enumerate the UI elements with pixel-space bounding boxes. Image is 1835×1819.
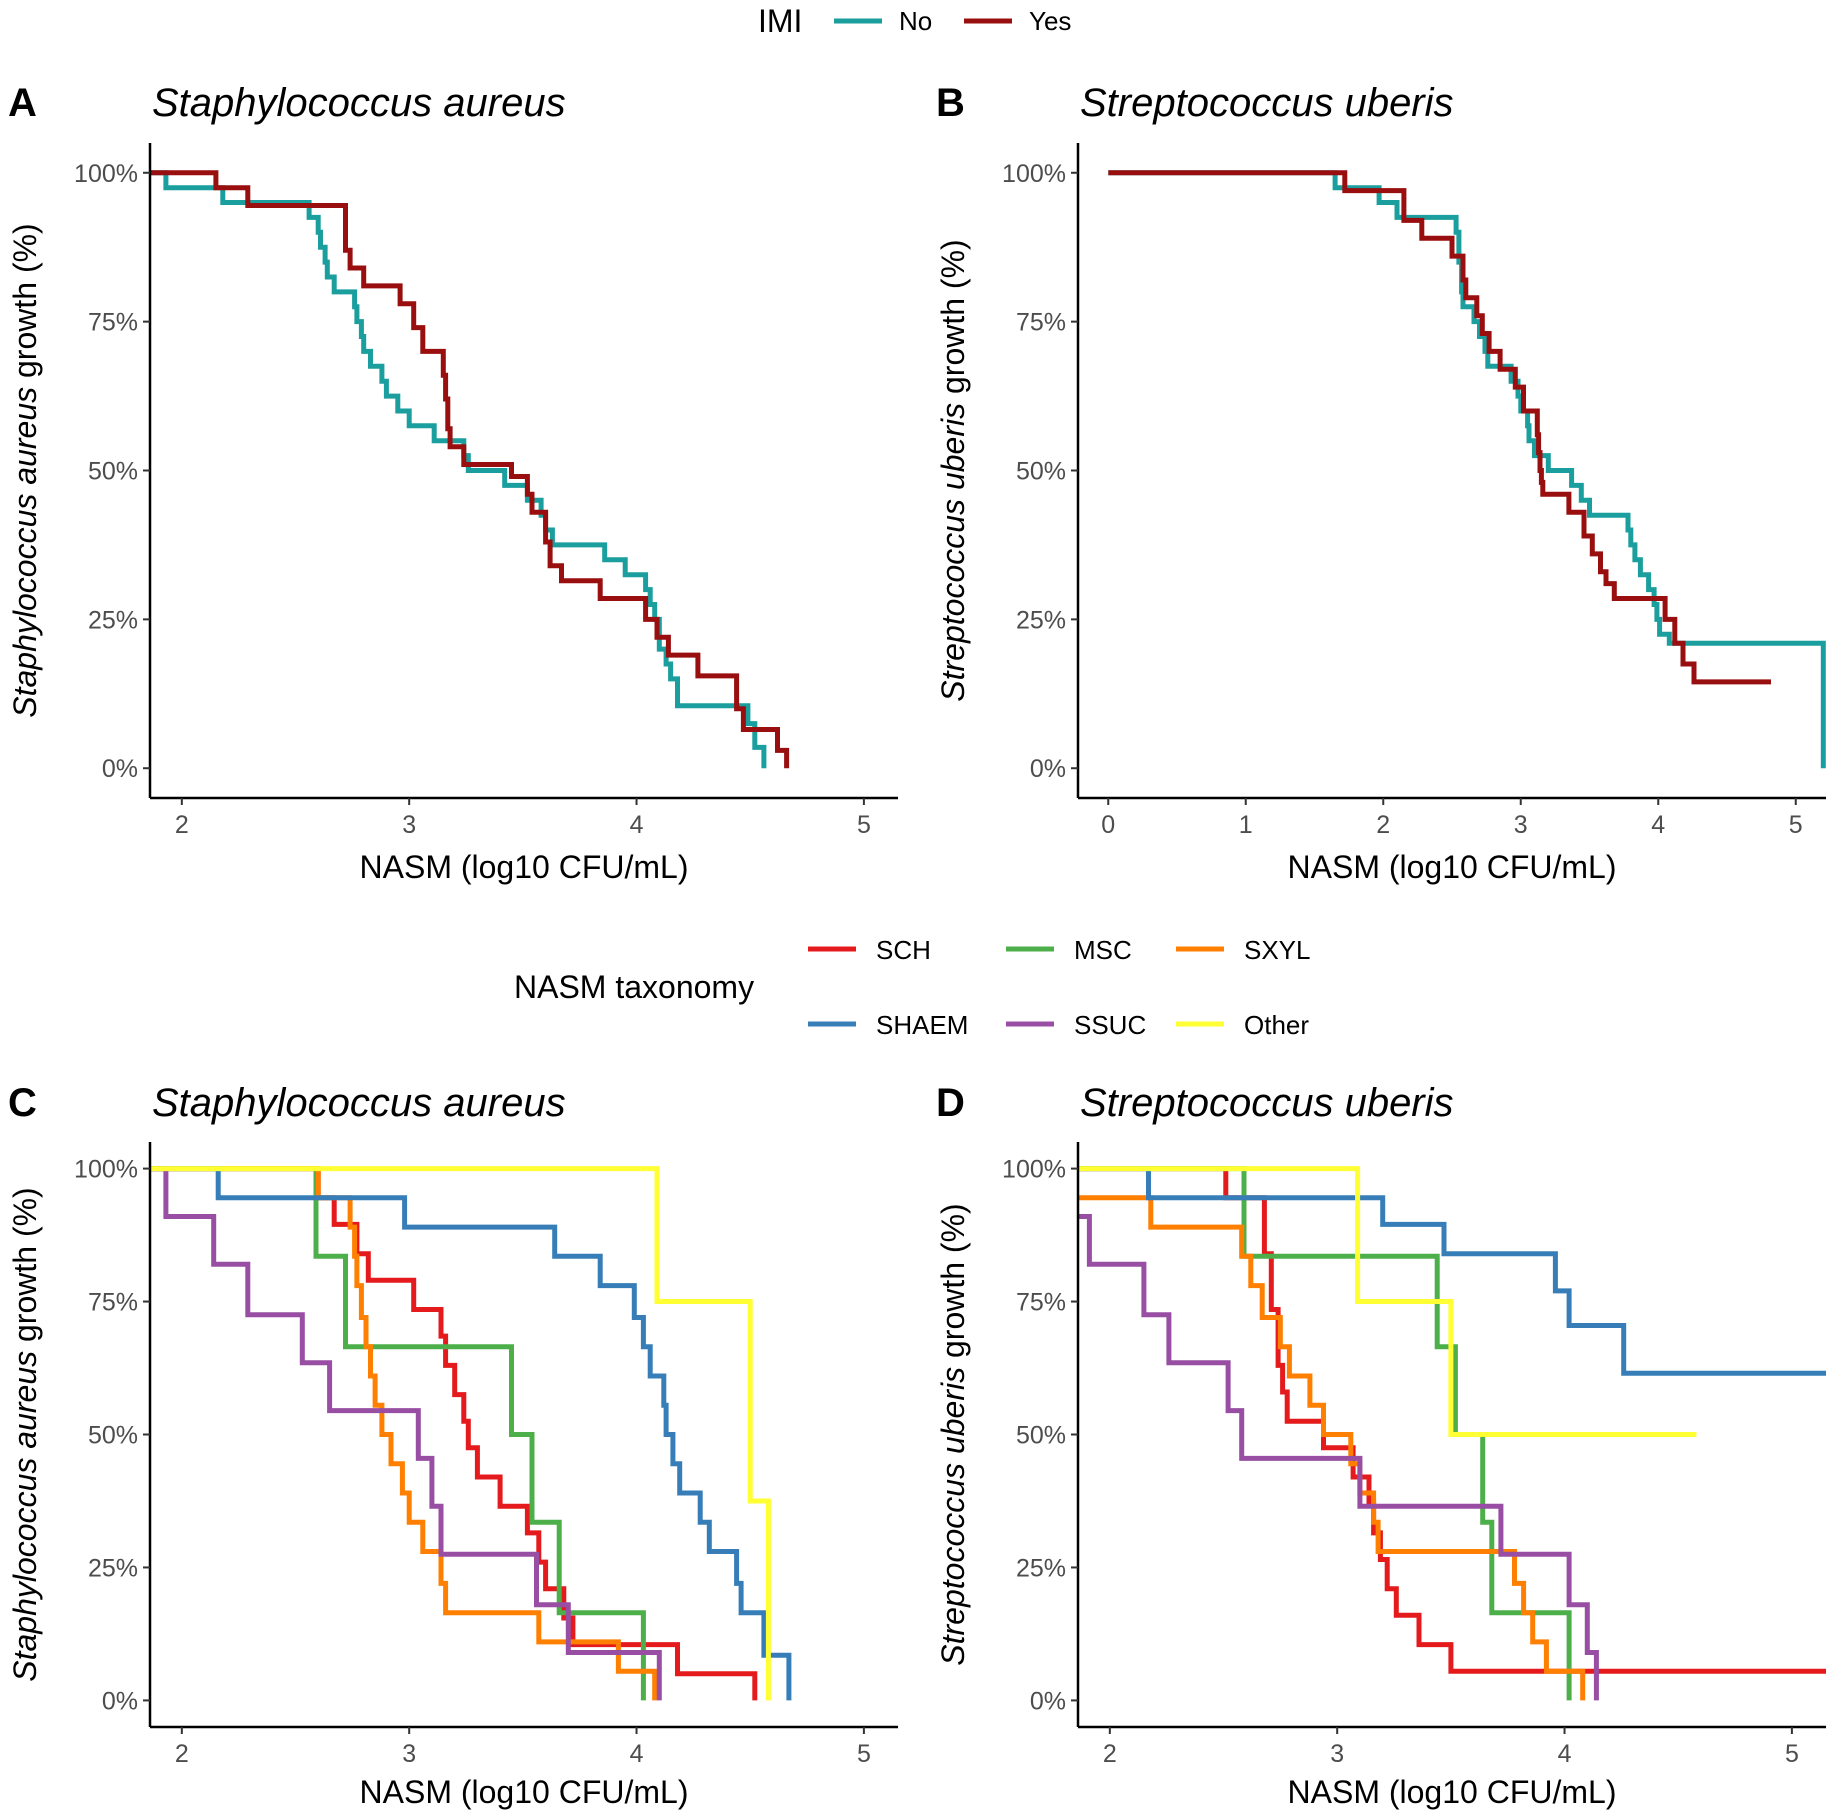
y-tick-label: 75% [88,1289,138,1317]
panel-title: Streptococcus uberis [1080,81,1454,125]
series-line-no [150,170,767,769]
y-tick-label: 0% [1030,1687,1066,1715]
panel-title: Staphylococcus aureus [152,81,566,125]
legend-label: SHAEM [876,1010,968,1040]
y-axis-title-rest: growth (%) [7,223,43,387]
x-axis-title: NASM (log10 CFU/mL) [1288,849,1617,885]
series-line-other [150,1166,771,1701]
series-line-ssuc [1078,1214,1599,1701]
panel-label: D [936,1081,965,1125]
legend-label: SSUC [1074,1010,1146,1040]
legend-taxonomy: NASM taxonomy SCH MSC SXYL SHAEM SSUC Other [514,935,1311,1040]
y-axis-title: Streptococcus uberis growth (%) [935,1203,971,1665]
y-axis-title-rest: growth (%) [935,239,971,403]
y-axis-title: Staphylococcus aureus growth (%) [7,1187,43,1681]
series-line-shaem [150,1166,792,1701]
x-tick-label: 4 [630,811,644,839]
x-tick-label: 2 [1103,1740,1117,1768]
series-line-shaem [1078,1166,1826,1376]
x-axis-title: NASM (log10 CFU/mL) [1288,1774,1617,1810]
x-tick-label: 2 [175,1740,189,1768]
series-line-no [1108,170,1826,769]
x-tick-label: 4 [630,1740,644,1768]
panel-label: C [8,1081,37,1125]
y-tick-label: 25% [1016,1554,1066,1582]
x-axis-title: NASM (log10 CFU/mL) [360,1774,689,1810]
y-tick-label: 0% [102,755,138,783]
y-tick-label: 100% [1002,1156,1066,1184]
panel-title: Streptococcus uberis [1080,1081,1454,1125]
x-tick-label: 5 [857,1740,871,1768]
x-tick-label: 2 [1376,811,1390,839]
y-axis-title-species: Staphylococcus aureus [7,1351,43,1682]
panel-a: A Staphylococcus aureus 0% 25% 50% 75% 100% 2 3 4… [7,81,898,885]
legend-label: No [899,6,932,36]
series-line-yes [1108,170,1771,685]
y-tick-label: 75% [1016,1289,1066,1317]
legend-label: SCH [876,935,931,965]
x-tick-label: 5 [1789,811,1803,839]
y-tick-label: 75% [1016,309,1066,337]
y-tick-label: 50% [88,1422,138,1450]
x-tick-label: 3 [402,811,416,839]
y-tick-label: 0% [102,1687,138,1715]
panel-title: Staphylococcus aureus [152,1081,566,1125]
panel-label: B [936,81,965,125]
x-tick-label: 4 [1651,811,1665,839]
y-axis-title: Staphylococcus aureus growth (%) [7,223,43,717]
series-line-other [1078,1166,1697,1437]
legend-title: IMI [758,3,802,39]
y-tick-label: 75% [88,309,138,337]
y-tick-label: 25% [88,1554,138,1582]
x-tick-label: 5 [857,811,871,839]
x-axis-title: NASM (log10 CFU/mL) [360,849,689,885]
y-tick-label: 50% [1016,1422,1066,1450]
x-tick-label: 5 [1785,1740,1799,1768]
y-axis-title-rest: growth (%) [935,1203,971,1367]
series-line-yes [150,170,790,769]
y-tick-label: 100% [74,160,138,188]
panel-c: C Staphylococcus aureus 0% 25% 50% 75% 100% 2 3 4… [7,1081,898,1810]
y-tick-label: 0% [1030,755,1066,783]
series-line-sxyl [150,1166,658,1701]
y-tick-label: 50% [1016,458,1066,486]
legend-label: Other [1244,1010,1309,1040]
series-line-ssuc [150,1166,662,1701]
legend-imi: IMI No Yes [758,3,1071,39]
legend-label: MSC [1074,935,1132,965]
x-tick-label: 3 [1514,811,1528,839]
y-axis-title-species: Staphylococcus aureus [7,387,43,718]
y-axis-title: Streptococcus uberis growth (%) [935,239,971,701]
x-tick-label: 3 [402,1740,416,1768]
x-tick-label: 3 [1330,1740,1344,1768]
y-tick-label: 100% [1002,160,1066,188]
legend-title: NASM taxonomy [514,969,754,1005]
x-tick-label: 1 [1239,811,1253,839]
y-tick-label: 100% [74,1156,138,1184]
y-tick-label: 25% [1016,606,1066,634]
x-tick-label: 0 [1101,811,1115,839]
y-axis-title-species: Streptococcus uberis [935,1367,971,1666]
x-tick-label: 4 [1558,1740,1572,1768]
panel-d: D Streptococcus uberis 0% 25% 50% 75% 100% 2 3 4 5… [935,1081,1826,1810]
y-axis-title-species: Streptococcus uberis [935,403,971,702]
series-line-msc [150,1166,646,1701]
y-axis-title-rest: growth (%) [7,1187,43,1351]
y-tick-label: 50% [88,458,138,486]
series-line-sch [150,1166,758,1701]
panel-b: B Streptococcus uberis 0% 25% 50% 75% 100% 0 1 2 3… [935,81,1826,885]
series-line-sxyl [1078,1195,1586,1701]
y-tick-label: 25% [88,606,138,634]
legend-label: SXYL [1244,935,1311,965]
x-tick-label: 2 [175,811,189,839]
legend-label: Yes [1029,6,1071,36]
panel-label: A [8,81,37,125]
